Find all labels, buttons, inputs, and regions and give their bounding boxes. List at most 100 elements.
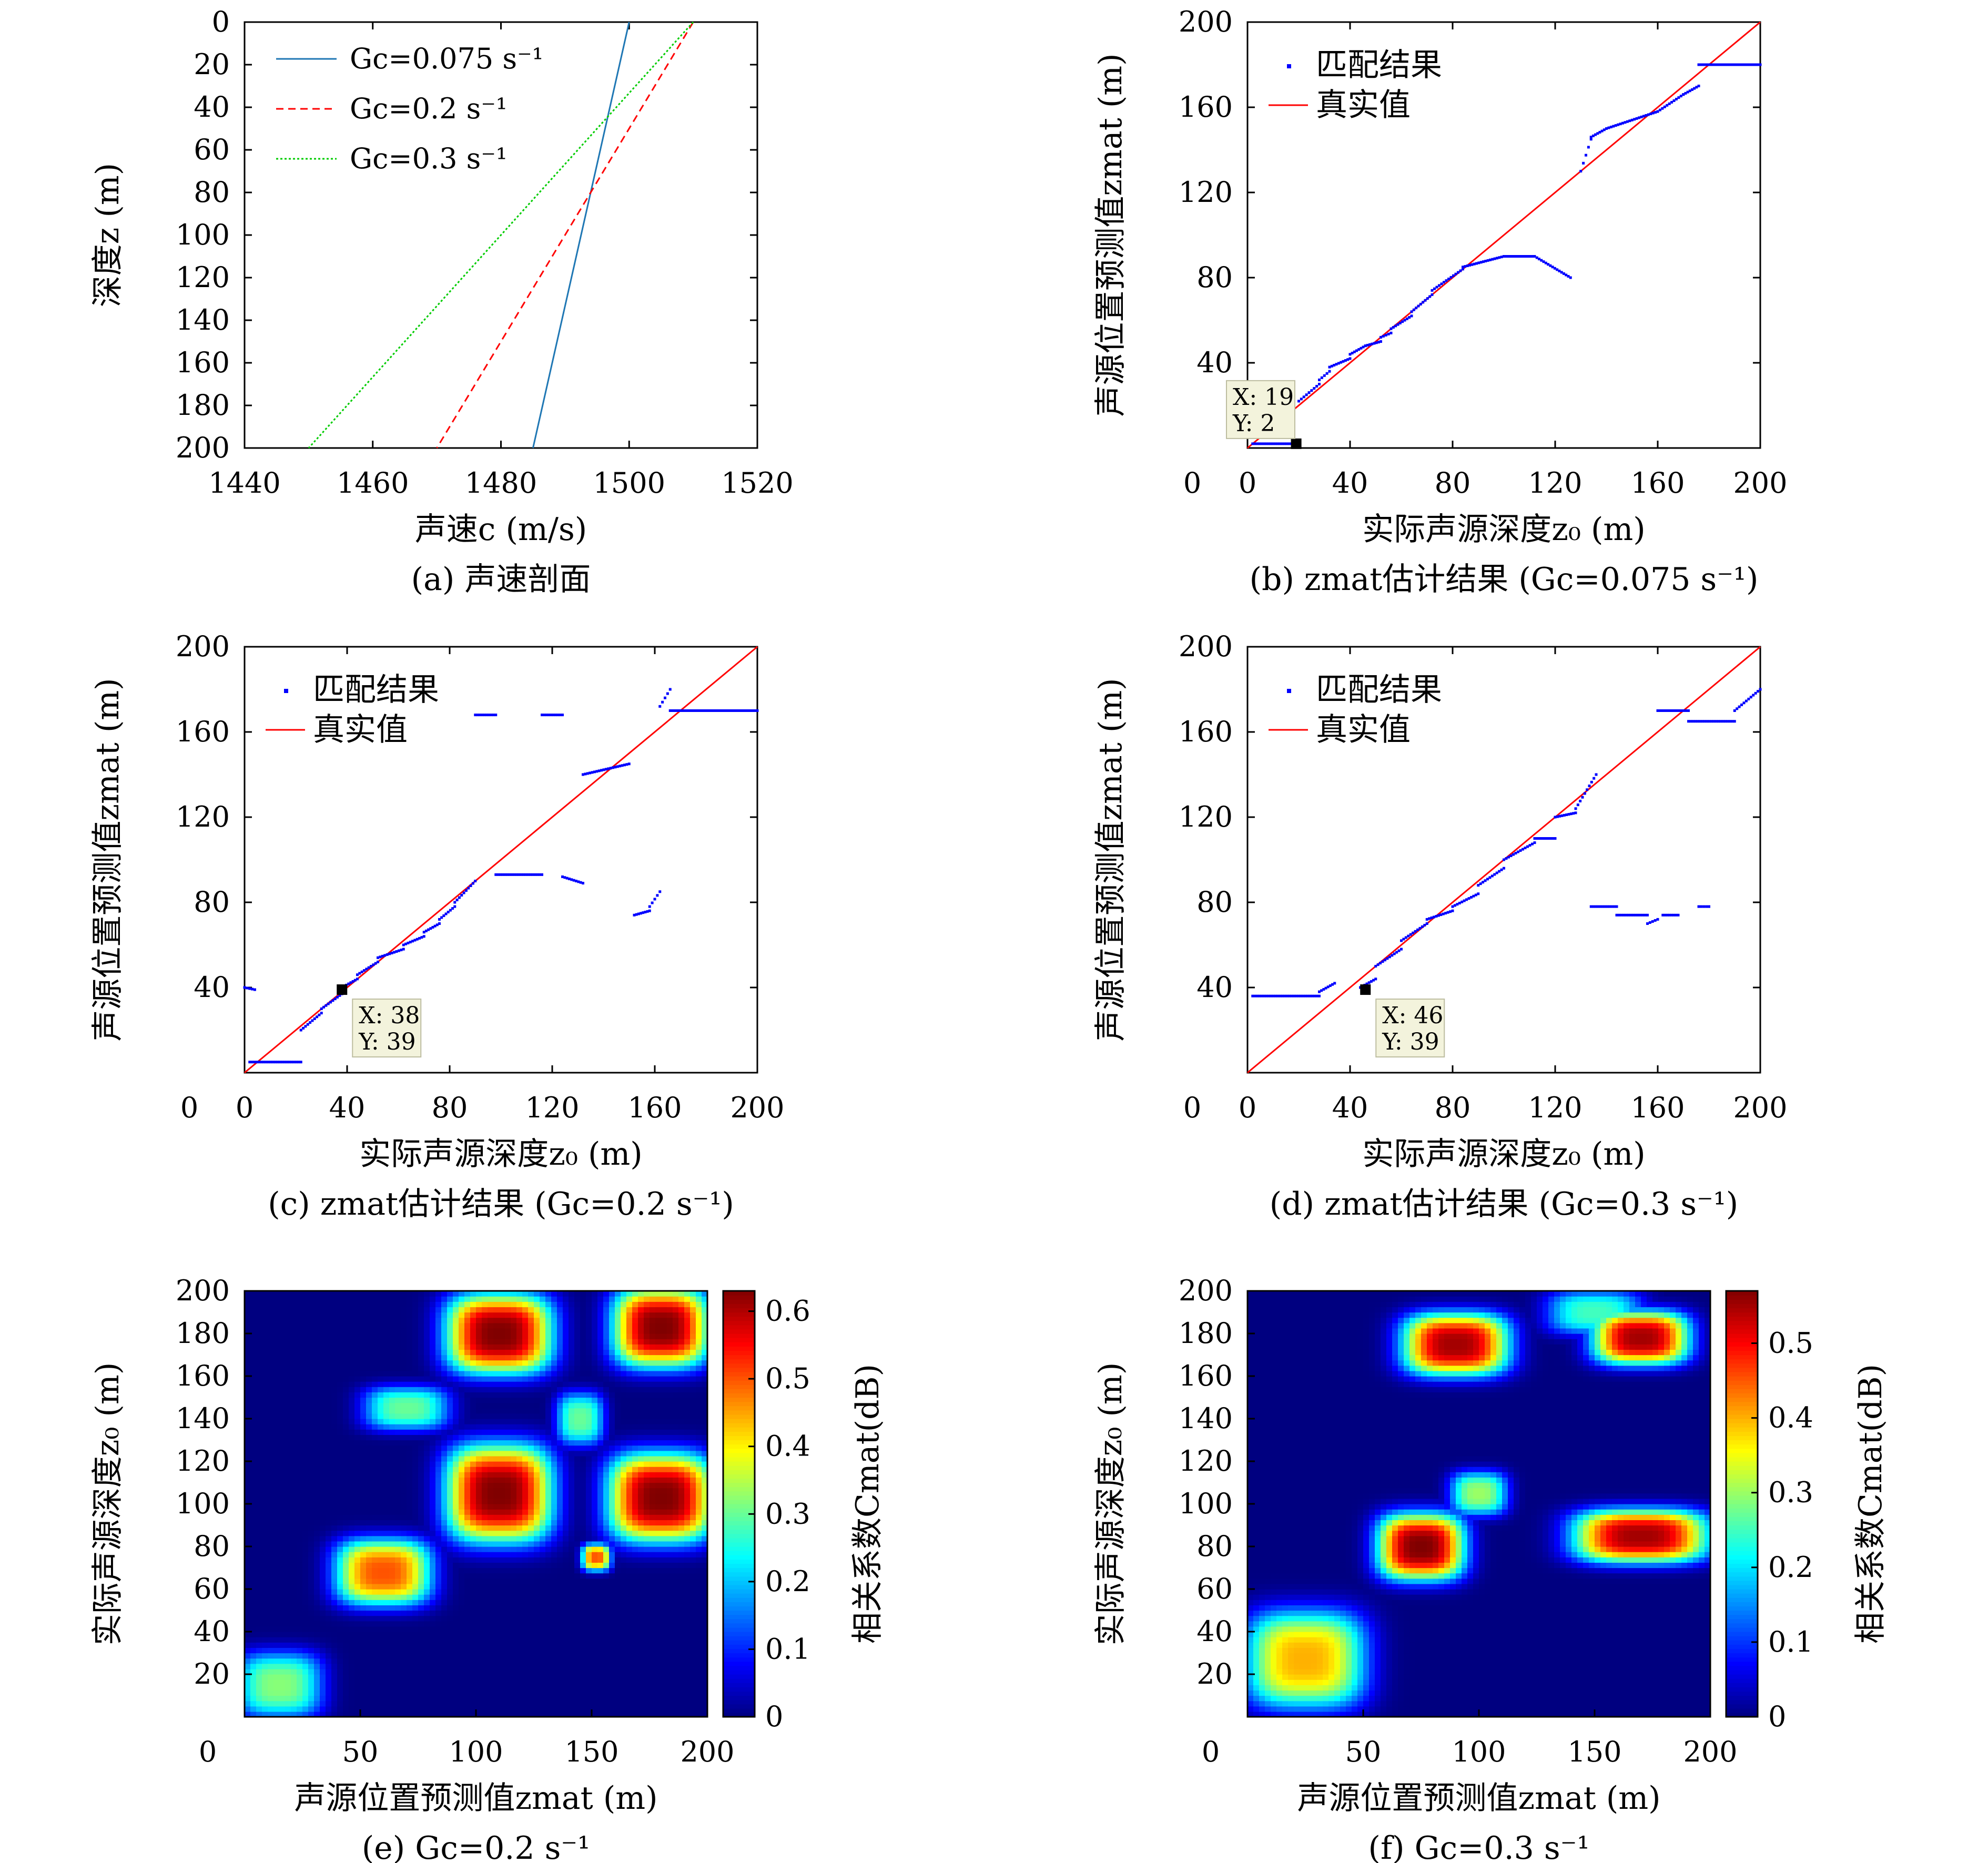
match-point xyxy=(1355,349,1358,352)
heatmap-cell xyxy=(383,1333,390,1339)
heatmap-cell xyxy=(407,1562,413,1569)
heatmap-cell xyxy=(447,1376,453,1382)
heatmap-cell xyxy=(488,1690,494,1696)
heatmap-cell xyxy=(499,1701,505,1707)
heatmap-cell xyxy=(291,1562,297,1569)
heatmap-cell xyxy=(459,1370,465,1377)
heatmap-cell xyxy=(250,1626,257,1632)
heatmap-cell xyxy=(349,1605,355,1611)
match-point xyxy=(349,981,352,984)
heatmap-cell xyxy=(302,1546,309,1552)
heatmap-cell xyxy=(430,1450,436,1457)
heatmap-cell xyxy=(441,1520,448,1526)
heatmap-cell xyxy=(279,1467,286,1472)
heatmap-cell xyxy=(453,1381,459,1387)
heatmap-cell xyxy=(505,1450,511,1457)
heatmap-cell xyxy=(337,1610,343,1616)
heatmap-cell xyxy=(302,1317,309,1324)
heatmap-cell xyxy=(412,1701,419,1707)
heatmap-cell xyxy=(383,1504,390,1510)
heatmap-cell xyxy=(268,1482,274,1489)
heatmap-cell xyxy=(262,1653,268,1659)
heatmap-cell xyxy=(337,1434,343,1441)
heatmap-cell xyxy=(378,1600,384,1605)
match-point xyxy=(1253,442,1256,445)
match-point xyxy=(1666,913,1669,917)
match-point xyxy=(1402,938,1405,941)
match-point xyxy=(1391,954,1394,957)
heatmap-cell xyxy=(366,1307,372,1313)
heatmap-cell xyxy=(308,1333,315,1339)
heatmap-cell xyxy=(273,1632,280,1637)
heatmap-cell xyxy=(354,1520,361,1526)
match-point xyxy=(402,948,405,951)
heatmap-cell xyxy=(516,1376,523,1382)
heatmap-cell xyxy=(412,1376,419,1382)
heatmap-cell xyxy=(528,1509,534,1515)
heatmap-cell xyxy=(337,1307,343,1313)
heatmap-cell xyxy=(505,1296,511,1302)
match-point xyxy=(1371,342,1374,345)
match-point xyxy=(251,988,254,991)
heatmap-cell xyxy=(360,1509,367,1515)
heatmap-cell xyxy=(308,1355,315,1361)
heatmap-cell xyxy=(516,1498,523,1504)
heatmap-cell xyxy=(366,1583,372,1590)
heatmap-cell xyxy=(331,1663,338,1669)
heatmap-cell xyxy=(366,1402,372,1409)
heatmap-cell xyxy=(435,1349,442,1356)
heatmap-cell xyxy=(464,1445,471,1451)
heatmap-cell xyxy=(389,1642,395,1648)
heatmap-cell xyxy=(360,1541,367,1547)
heatmap-cell xyxy=(424,1562,430,1569)
match-point xyxy=(1699,63,1702,66)
heatmap-cell xyxy=(470,1504,476,1510)
match-point xyxy=(1304,994,1307,997)
heatmap-cell xyxy=(250,1520,257,1526)
heatmap-cell xyxy=(464,1498,471,1504)
heatmap-cell xyxy=(337,1695,343,1702)
heatmap-cell xyxy=(285,1370,291,1377)
heatmap-cell xyxy=(389,1440,395,1446)
heatmap-cell xyxy=(256,1328,262,1334)
heatmap-cell xyxy=(279,1621,286,1627)
heatmap-cell xyxy=(499,1706,505,1712)
heatmap-cell xyxy=(366,1477,372,1483)
heatmap-cell xyxy=(297,1296,303,1302)
heatmap-cell xyxy=(273,1642,280,1648)
heatmap-cell xyxy=(447,1647,453,1654)
heatmap-cell xyxy=(383,1450,390,1457)
heatmap-cell xyxy=(372,1573,378,1579)
heatmap-cell xyxy=(297,1387,303,1392)
heatmap-cell xyxy=(349,1349,355,1356)
heatmap-cell xyxy=(360,1637,367,1643)
heatmap-cell xyxy=(383,1349,390,1356)
heatmap-cell xyxy=(378,1296,384,1302)
heatmap-cell xyxy=(407,1402,413,1409)
heatmap-cell xyxy=(447,1626,453,1632)
match-point xyxy=(286,1061,289,1064)
heatmap-cell xyxy=(250,1461,257,1467)
heatmap-cell xyxy=(383,1610,390,1616)
heatmap-cell xyxy=(360,1360,367,1366)
heatmap-cell xyxy=(430,1653,436,1659)
heatmap-cell xyxy=(262,1647,268,1654)
heatmap-cell xyxy=(528,1546,534,1552)
heatmap-cell xyxy=(418,1504,424,1510)
heatmap-cell xyxy=(343,1381,349,1387)
heatmap-cell xyxy=(256,1594,262,1600)
heatmap-cell xyxy=(291,1493,297,1499)
heatmap-cell xyxy=(372,1498,378,1504)
y-tick-label: 0 xyxy=(212,5,230,38)
heatmap-cell xyxy=(360,1461,367,1467)
heatmap-cell xyxy=(273,1472,280,1478)
heatmap-cell xyxy=(447,1408,453,1414)
heatmap-cell xyxy=(407,1419,413,1424)
heatmap-cell xyxy=(476,1419,482,1424)
match-point xyxy=(442,914,445,917)
heatmap-cell xyxy=(366,1461,372,1467)
heatmap-cell xyxy=(430,1642,436,1648)
heatmap-cell xyxy=(285,1663,291,1669)
heatmap-cell xyxy=(256,1472,262,1478)
heatmap-cell xyxy=(326,1455,332,1462)
